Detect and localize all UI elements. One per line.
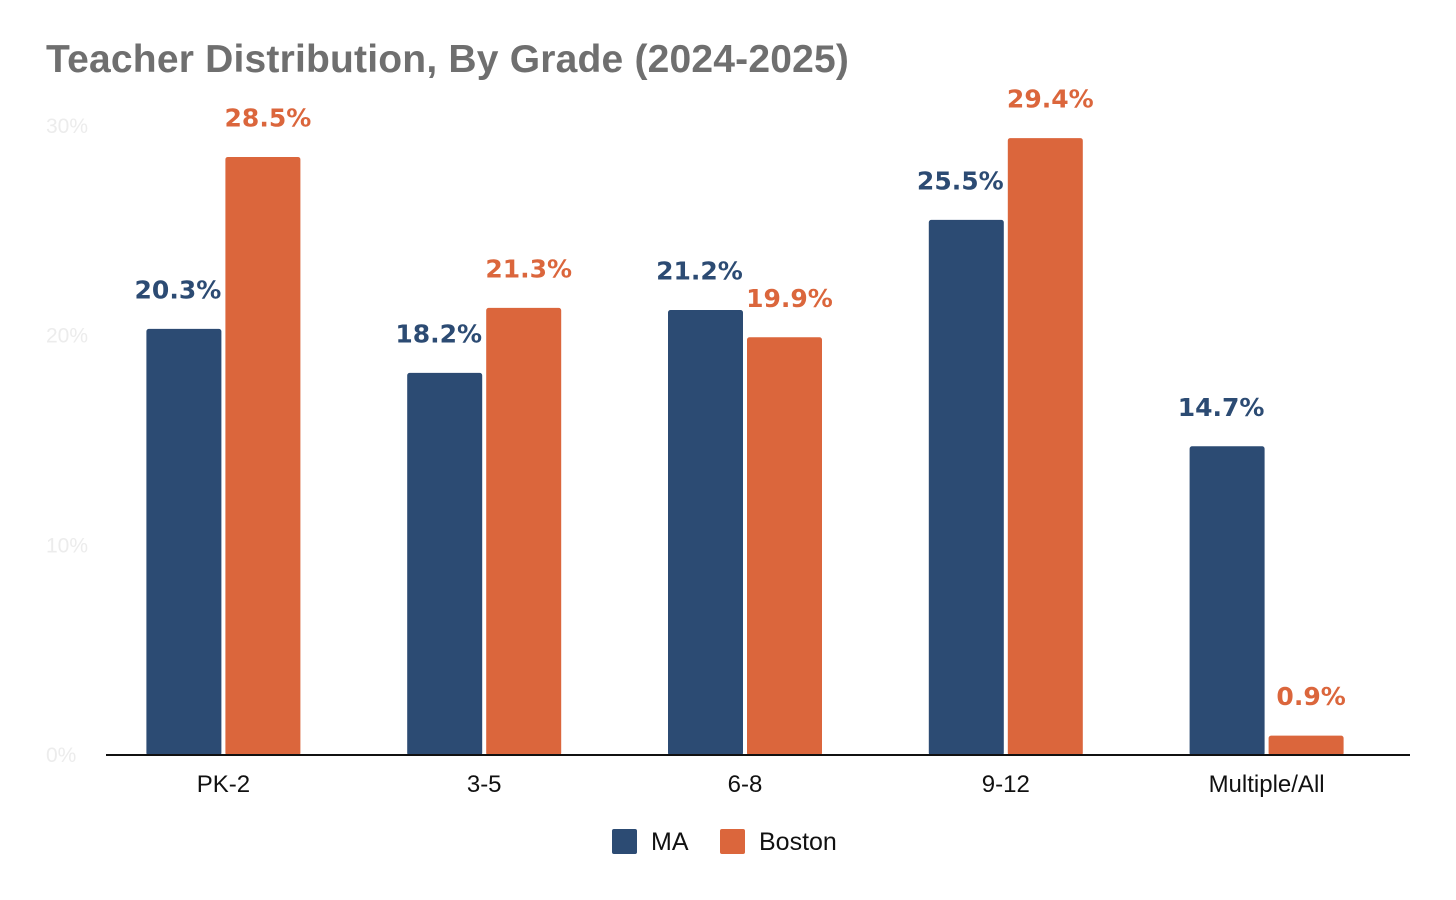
category-label: 6-8 (728, 771, 763, 798)
legend: MA Boston (612, 828, 837, 856)
bars (146, 138, 1344, 756)
data-label: 28.5% (225, 103, 312, 132)
bar-boston-pk-2 (225, 156, 301, 756)
y-axis-ticks: 0% 10% 20% 30% (46, 115, 88, 767)
data-label: 21.3% (485, 254, 572, 283)
bar-boston-9-12 (1007, 138, 1083, 756)
category-label: 3-5 (467, 771, 502, 798)
data-label: 18.2% (395, 319, 482, 348)
category-label: 9-12 (982, 771, 1030, 798)
category-labels: PK-2 3-5 6-8 9-12 Multiple/All (197, 771, 1325, 798)
category-label: PK-2 (197, 771, 250, 798)
y-tick-label: 20% (46, 325, 88, 348)
bar-ma-3-5 (407, 372, 483, 756)
bar-ma-9-12 (928, 219, 1004, 756)
bar-ma-multiple-all (1189, 446, 1265, 756)
bar-boston-6-8 (747, 337, 822, 756)
bar-ma-6-8 (668, 310, 743, 756)
category-label: Multiple/All (1209, 771, 1325, 798)
bar-boston-3-5 (486, 307, 562, 756)
data-label: 21.2% (656, 257, 743, 286)
y-tick-label: 10% (46, 534, 88, 557)
data-label: 14.7% (1178, 393, 1265, 422)
bar-ma-pk-2 (146, 328, 222, 756)
legend-label-ma: MA (651, 828, 689, 856)
data-label: 29.4% (1007, 85, 1094, 114)
chart-title: Teacher Distribution, By Grade (2024-202… (46, 38, 850, 81)
y-tick-label: 30% (46, 115, 88, 138)
bar-boston-multiple-all (1268, 735, 1344, 756)
legend-swatch-ma (612, 829, 637, 854)
legend-label-boston: Boston (759, 828, 837, 856)
data-label: 0.9% (1276, 682, 1345, 711)
data-labels: 20.3% 28.5% 18.2% 21.3% 21.2%19.9% 25.5% 29.4%… (132, 82, 1348, 714)
legend-swatch-boston (720, 829, 745, 854)
data-label: 25.5% (917, 166, 1004, 195)
y-tick-label: 0% (46, 744, 76, 767)
data-label: 19.9% (746, 284, 833, 313)
data-label: 20.3% (135, 275, 222, 304)
